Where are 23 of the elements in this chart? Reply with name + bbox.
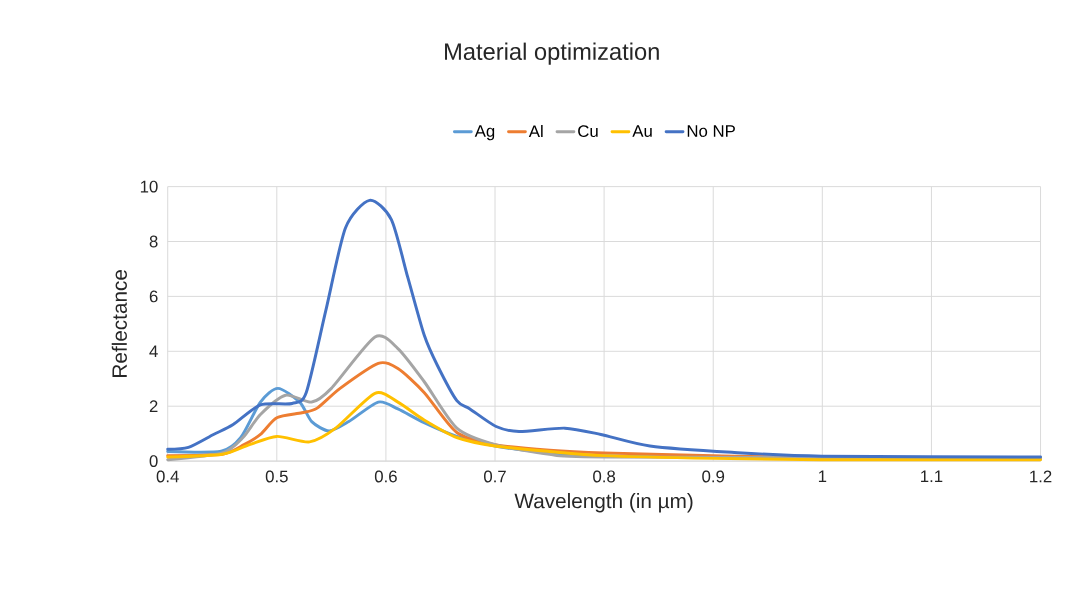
y-tick-label: 6 xyxy=(149,290,158,303)
chart-title: Material optimization xyxy=(445,42,659,65)
x-tick-label: 0.6 xyxy=(374,470,397,483)
legend-label: Ag xyxy=(474,125,495,141)
y-tick-label: 0 xyxy=(149,454,158,467)
legend-label: Au xyxy=(632,125,652,137)
y-tick-label: 8 xyxy=(149,235,158,248)
x-tick-label: 0.5 xyxy=(265,470,288,483)
x-tick-label: 0.7 xyxy=(484,470,506,483)
legend-label: Al xyxy=(528,124,543,137)
x-tick-label: 1 xyxy=(818,470,827,482)
y-tick-label: 4 xyxy=(149,345,158,357)
x-axis-title: Wavelength (in µm) xyxy=(514,492,693,513)
y-axis-title: Reflectance xyxy=(111,269,127,377)
legend-label: Cu xyxy=(578,124,598,137)
y-tick-label: 10 xyxy=(140,180,158,193)
x-tick-label: 1.1 xyxy=(921,470,943,482)
x-tick-label: 1.2 xyxy=(1030,470,1052,483)
x-tick-label: 0.9 xyxy=(702,470,725,483)
x-tick-label: 0.8 xyxy=(593,470,616,483)
y-tick-label: 2 xyxy=(149,400,158,412)
x-tick-label: 0.4 xyxy=(156,470,179,483)
legend-label: No NP xyxy=(687,125,735,137)
